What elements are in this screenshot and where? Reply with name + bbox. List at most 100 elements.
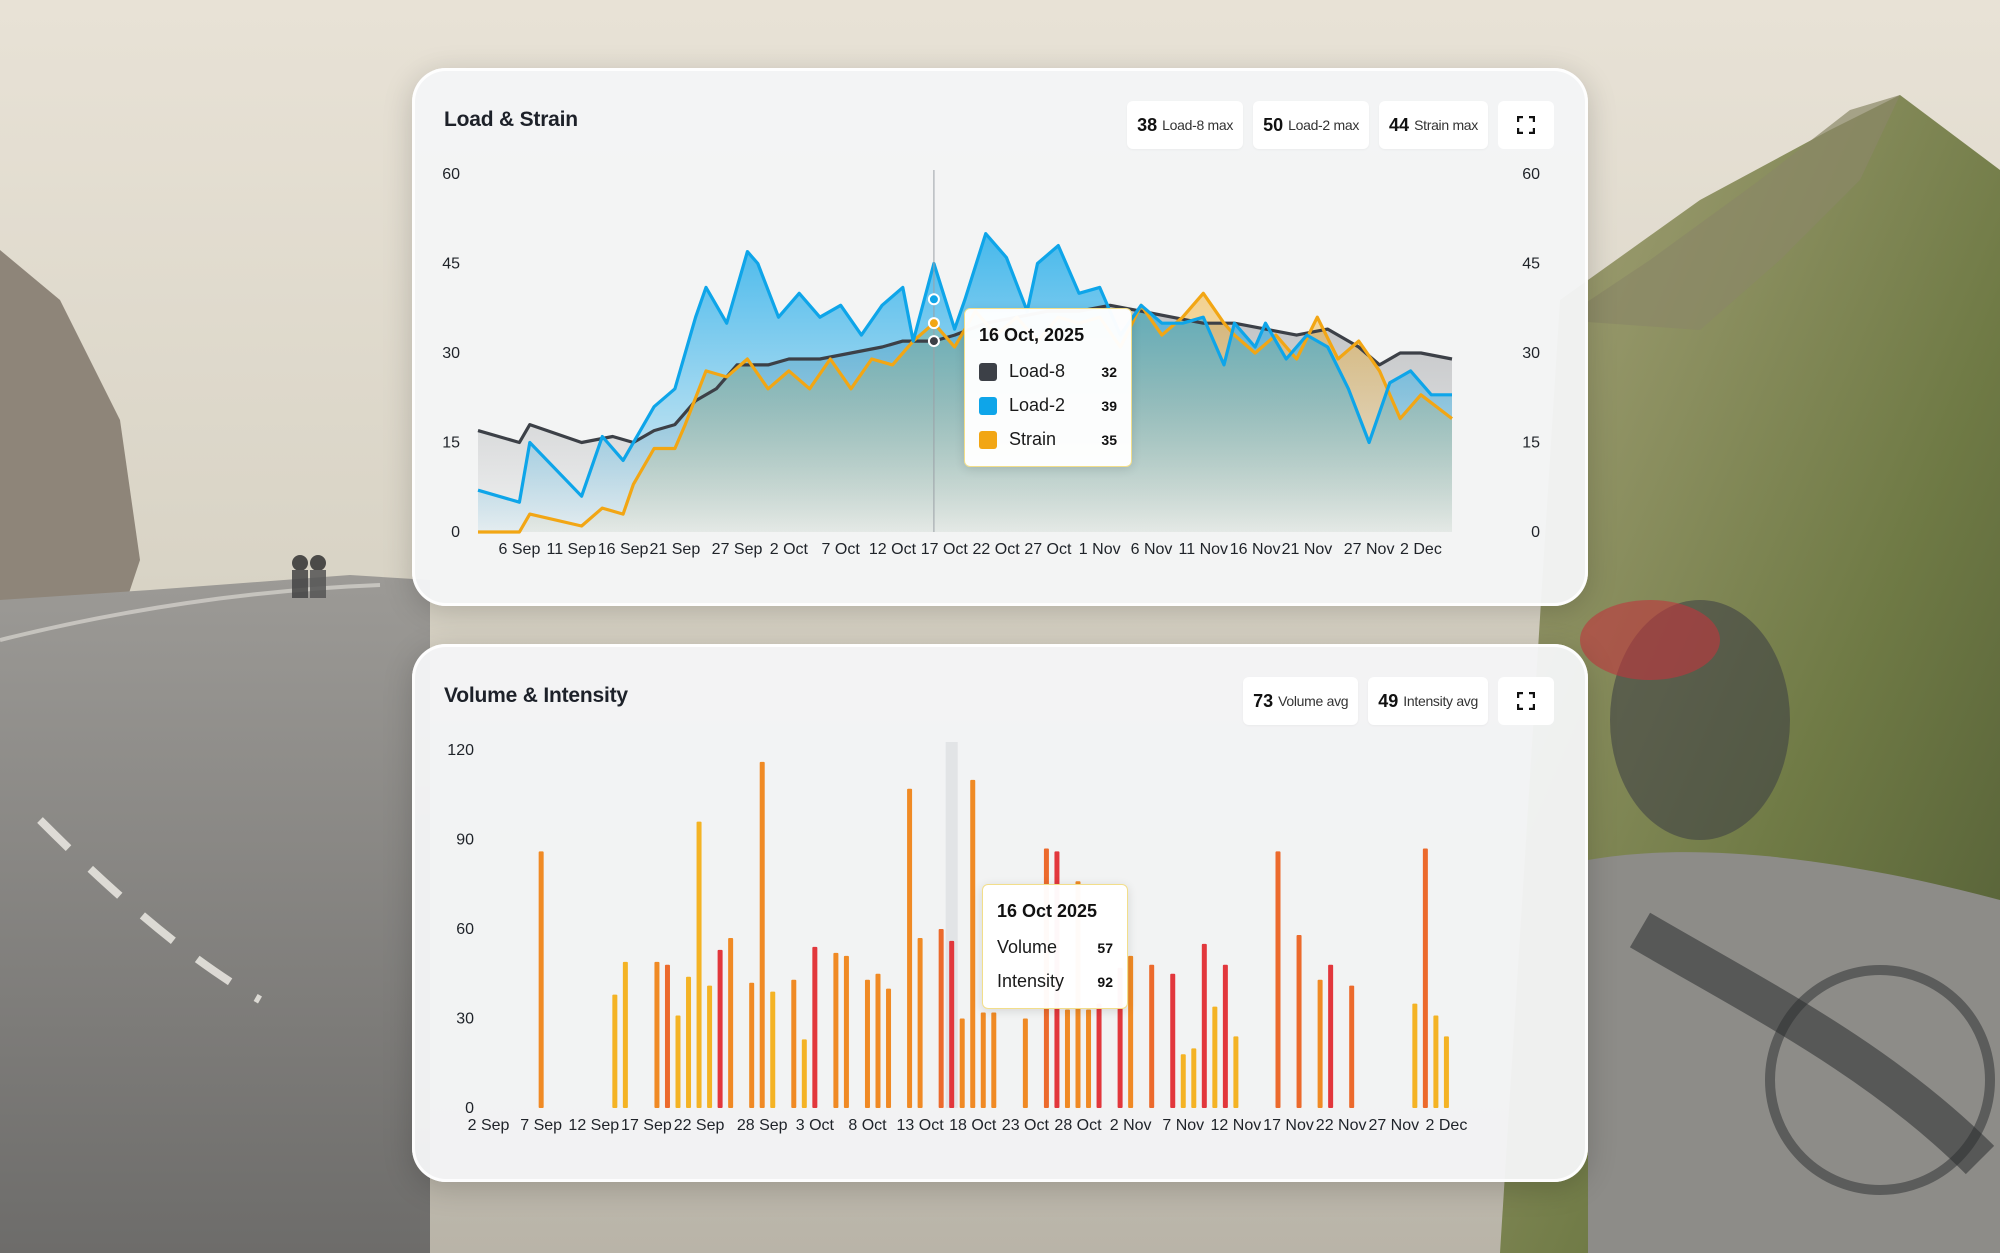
card-title: Volume & Intensity [444,684,628,707]
bar [1096,1003,1102,1108]
load-strain-card: Load & Strain 38 Load-8 max 50 Load-2 ma… [412,68,1588,606]
y-tick-label: 0 [465,1100,474,1117]
expand-button[interactable] [1498,101,1554,149]
legend-swatch-load8 [979,362,997,381]
tooltip-date: 16 Oct 2025 [997,901,1098,921]
tooltip-series-name: Strain [1009,429,1057,449]
tooltip-series-value: 35 [1101,431,1117,448]
bar [843,955,849,1108]
bar [664,964,670,1108]
x-tick-label: 17 Sep [621,1117,672,1134]
bar [1222,964,1228,1108]
x-tick-label: 21 Sep [650,541,701,558]
y-tick-label-left: 60 [442,166,460,183]
x-tick-label: 27 Sep [712,541,763,558]
card-title: Load & Strain [444,108,578,131]
tooltip-row-strain: Strain 35 [979,429,1117,450]
bar [812,946,818,1108]
tooltip-series-value: 39 [1101,397,1117,414]
bar [538,851,544,1108]
y-tick-label-left: 30 [442,345,460,362]
bar [938,929,944,1108]
tooltip-date: 16 Oct, 2025 [979,325,1085,345]
x-tick-label: 28 Sep [737,1117,788,1134]
bar [696,821,702,1108]
stat-pill-load8-max: 38 Load-8 max [1127,101,1244,149]
x-tick-label: 12 Sep [568,1117,619,1134]
bar [612,994,618,1108]
bar [686,976,692,1108]
stat-pill-strain-max: 44 Strain max [1379,101,1488,149]
y-tick-label-left: 15 [442,435,460,452]
bar [959,1018,965,1108]
stat-label: Load-2 max [1288,117,1360,133]
bar [907,788,913,1108]
bar [717,949,723,1108]
x-tick-label: 12 Nov [1211,1117,1262,1134]
tooltip-row-intensity: Intensity 92 [997,971,1113,992]
bar [1422,848,1428,1108]
x-tick-label: 22 Sep [674,1117,725,1134]
stat-value: 49 [1378,690,1399,711]
bar [1443,1036,1449,1108]
hover-point-load8 [927,335,940,348]
bar [728,937,734,1108]
y-tick-label-left: 45 [442,256,460,273]
x-tick-label: 2 Nov [1110,1117,1152,1134]
volume-intensity-card: Volume & Intensity 73 Volume avg 49 Inte… [412,644,1588,1182]
bar [980,1012,986,1108]
x-tick-label: 6 Nov [1131,541,1173,558]
x-tick-label: 27 Nov [1344,541,1395,558]
x-tick-label: 2 Sep [468,1117,510,1134]
x-tick-label: 6 Sep [499,541,541,558]
y-tick-label-right: 15 [1522,435,1540,452]
y-tick-label-right: 60 [1522,166,1540,183]
x-tick-label: 28 Oct [1054,1117,1102,1134]
bar [654,961,660,1108]
x-tick-label: 27 Nov [1368,1117,1419,1134]
bar [1149,964,1155,1108]
x-tick-label: 2 Dec [1426,1117,1468,1134]
bar [1064,1009,1070,1108]
bar [1317,979,1323,1108]
tooltip-row-volume: Volume 57 [997,937,1113,958]
x-tick-label: 3 Oct [796,1117,835,1134]
hover-point-load2 [927,293,940,306]
tooltip-series-value: 57 [1097,939,1113,956]
expand-button[interactable] [1498,677,1554,725]
stat-value: 38 [1137,114,1158,135]
y-tick-label: 30 [456,1011,474,1028]
tooltip-series-name: Volume [997,937,1058,957]
bar [1296,934,1302,1108]
x-tick-label: 7 Oct [822,541,861,558]
bar [749,982,755,1108]
bar [759,761,765,1108]
stat-pill-load2-max: 50 Load-2 max [1253,101,1370,149]
bar [1275,851,1281,1108]
legend-swatch-strain [979,430,997,449]
bar [707,985,713,1108]
expand-icon [1517,692,1535,710]
bar [1022,1018,1028,1108]
y-tick-label-left: 0 [451,524,460,541]
bar [875,973,881,1108]
bar [1086,1009,1092,1108]
x-tick-label: 23 Oct [1002,1117,1050,1134]
bar [770,991,776,1108]
x-tick-label: 2 Dec [1400,541,1442,558]
bar [864,979,870,1108]
x-tick-label: 8 Oct [848,1117,887,1134]
bar [622,961,628,1108]
bar [1212,1006,1218,1108]
x-tick-label: 22 Oct [973,541,1021,558]
y-tick-label: 120 [447,742,474,759]
tooltip-row-load2: Load-2 39 [979,395,1117,416]
bar [1128,955,1134,1108]
y-tick-label: 60 [456,921,474,938]
x-tick-label: 12 Oct [869,541,917,558]
stat-label: Strain max [1414,117,1478,133]
x-tick-label: 16 Nov [1230,541,1281,558]
y-tick-label-right: 30 [1522,345,1540,362]
bar [1201,943,1207,1108]
bar [1349,985,1355,1108]
